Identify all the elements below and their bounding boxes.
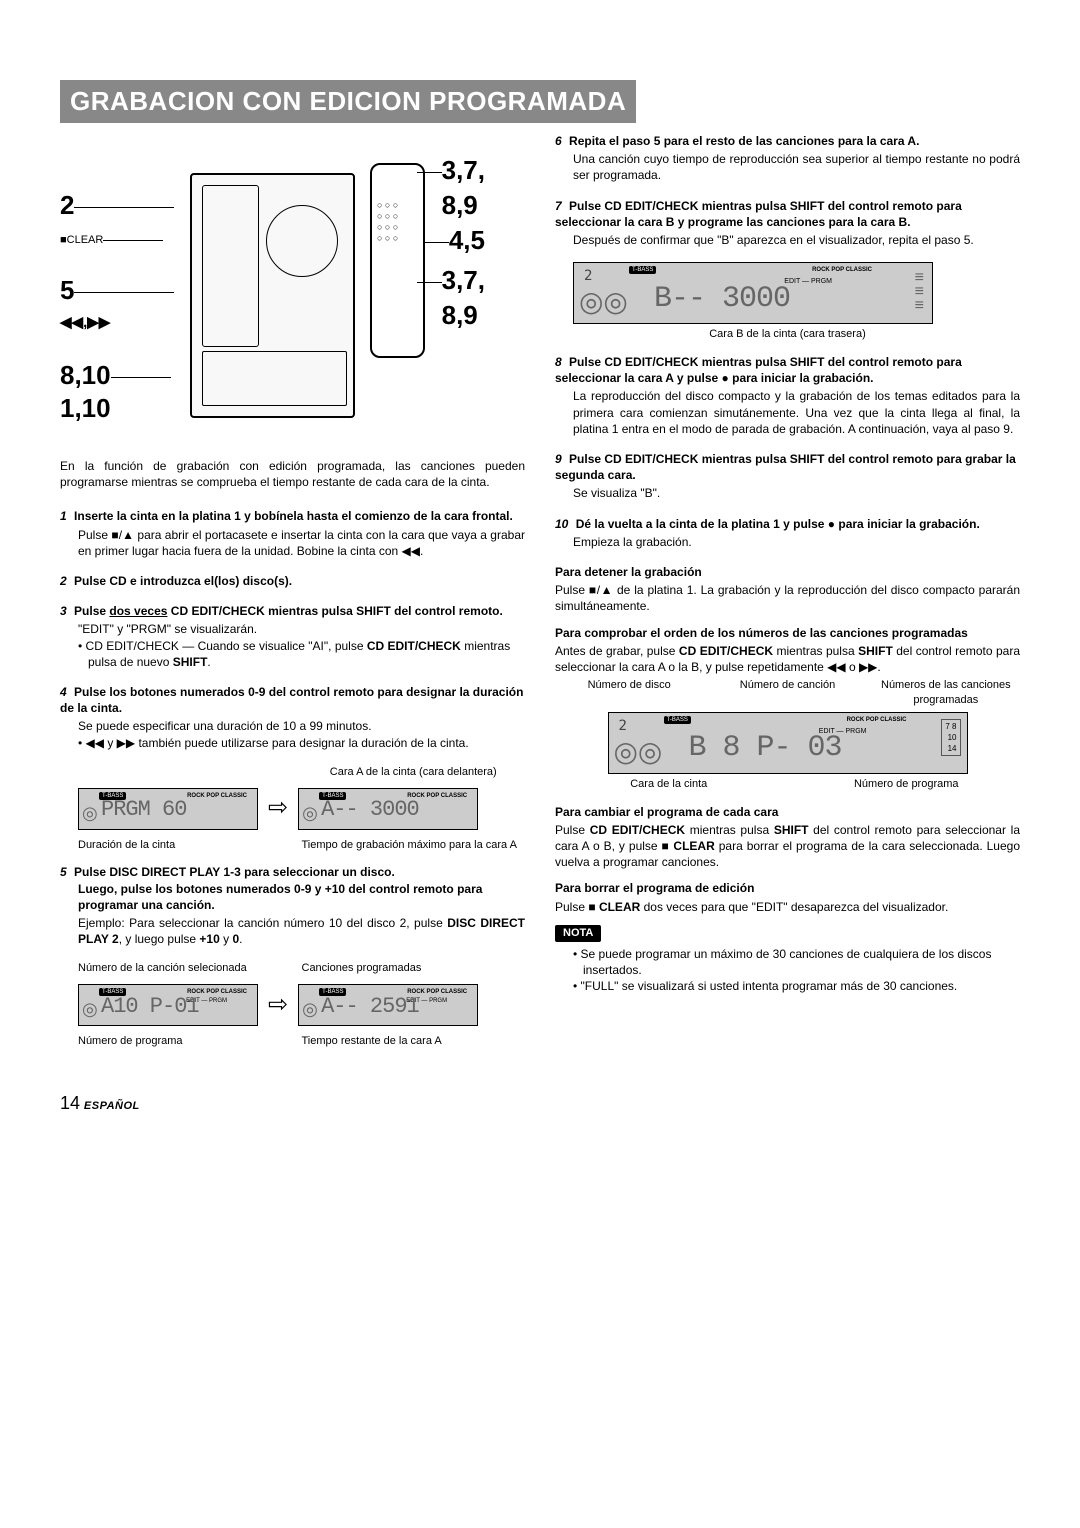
step-10: 10 Dé la vuelta a la cinta de la platina… — [555, 516, 1020, 550]
right-column: 6 Repita el paso 5 para el resto de las … — [555, 133, 1020, 1061]
intro-text: En la función de grabación con edición p… — [60, 458, 525, 490]
display-step4: T-BASS ROCK POP CLASSIC ◎ PRGM 60 ⇨ T-BA… — [78, 788, 525, 830]
arrow-icon: ⇨ — [268, 792, 288, 824]
callout-3789-b: 3,7, 8,9 — [417, 263, 485, 333]
arrow-icon: ⇨ — [268, 989, 288, 1021]
display7-caption: Cara B de la cinta (cara trasera) — [555, 327, 1020, 342]
clear-body: Pulse ■ CLEAR dos veces para que "EDIT" … — [555, 899, 1020, 915]
change-heading: Para cambiar el programa de cada cara — [555, 804, 1020, 820]
display-step7: T-BASS ROCK POP CLASSIC EDIT — PRGM 2 ◎◎… — [573, 262, 1020, 324]
callout-810: 8,10 — [60, 358, 171, 393]
product-diagram: 2 ■CLEAR 5 ◀◀,▶▶ 8,10 1,10 3,7, 8,9 4 — [60, 133, 525, 443]
stop-body: Pulse ■/▲ de la platina 1. La grabación … — [555, 582, 1020, 614]
check-captions-above: Número de disco Número de canción Número… — [555, 678, 1020, 708]
check-heading: Para comprobar el orden de los números d… — [555, 625, 1020, 641]
callout-45: 4,5 — [424, 223, 485, 258]
callout-5: 5 — [60, 273, 174, 308]
page-title: GRABACION CON EDICION PROGRAMADA — [60, 80, 636, 123]
callout-2: 2 — [60, 188, 174, 223]
nota-item-2: • "FULL" se visualizará si usted intenta… — [573, 978, 1020, 994]
step-5: 5 Pulse DISC DIRECT PLAY 1-3 para selecc… — [60, 864, 525, 947]
check-captions-below: Cara de la cinta Número de programa — [555, 777, 1020, 792]
left-column: 2 ■CLEAR 5 ◀◀,▶▶ 8,10 1,10 3,7, 8,9 4 — [60, 133, 525, 1061]
step-9: 9 Pulse CD EDIT/CHECK mientras pulsa SHI… — [555, 451, 1020, 502]
display-step5: T-BASS ROCK POP CLASSIC EDIT — PRGM ◎ A1… — [78, 984, 525, 1026]
step-7: 7 Pulse CD EDIT/CHECK mientras pulsa SHI… — [555, 198, 1020, 249]
clear-heading: Para borrar el programa de edición — [555, 880, 1020, 896]
callout-110: 1,10 — [60, 391, 111, 426]
step-1: 1 Inserte la cinta en la platina 1 y bob… — [60, 508, 525, 559]
step-6: 6 Repita el paso 5 para el resto de las … — [555, 133, 1020, 184]
step-3: 3 Pulse dos veces CD EDIT/CHECK mientras… — [60, 603, 525, 670]
display-check: T-BASS ROCK POP CLASSIC EDIT — PRGM 2 ◎◎… — [555, 712, 1020, 774]
page-footer: 14 ESPAÑOL — [60, 1091, 1020, 1115]
step-8: 8 Pulse CD EDIT/CHECK mientras pulsa SHI… — [555, 354, 1020, 437]
callout-3789-a: 3,7, 8,9 — [417, 153, 485, 223]
nota-item-1: • Se puede programar un máximo de 30 can… — [573, 946, 1020, 978]
nota-badge: NOTA — [555, 925, 601, 942]
check-body: Antes de grabar, pulse CD EDIT/CHECK mie… — [555, 643, 1020, 675]
stop-heading: Para detener la grabación — [555, 564, 1020, 580]
callout-rewff: ◀◀,▶▶ — [60, 313, 110, 333]
callout-clear: ■CLEAR — [60, 233, 163, 248]
step-2: 2 Pulse CD e introduzca el(los) disco(s)… — [60, 573, 525, 589]
step-4: 4 Pulse los botones numerados 0-9 del co… — [60, 684, 525, 751]
change-body: Pulse CD EDIT/CHECK mientras pulsa SHIFT… — [555, 822, 1020, 871]
